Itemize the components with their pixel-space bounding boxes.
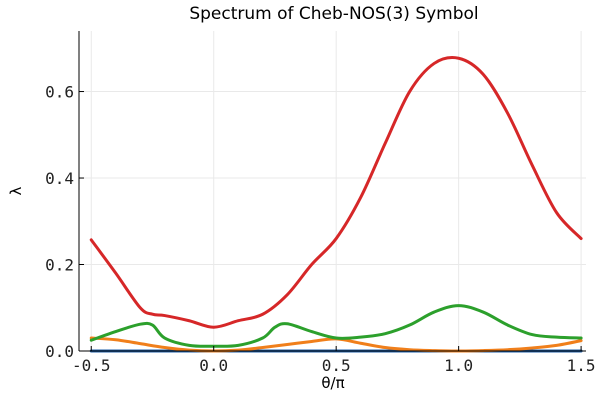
chart-title: Spectrum of Cheb-NOS(3) Symbol bbox=[189, 4, 478, 24]
y-tick-label: 0.6 bbox=[45, 83, 74, 102]
x-axis-label: θ/π bbox=[321, 374, 344, 392]
x-tick-label: 1.5 bbox=[567, 356, 596, 375]
series-line-4 bbox=[89, 56, 583, 329]
y-tick-label: 0.4 bbox=[45, 169, 74, 188]
x-tick-label: 1.0 bbox=[444, 356, 473, 375]
y-tick-label: 0.2 bbox=[45, 256, 74, 275]
axes bbox=[78, 31, 586, 352]
tick-labels: -0.5 0.0 0.5 1.0 1.50.00.20.40.6 bbox=[45, 83, 595, 375]
x-tick-label: 0.0 bbox=[199, 356, 228, 375]
y-tick-label: 0.0 bbox=[45, 342, 74, 361]
grid-lines bbox=[79, 31, 586, 352]
x-tick-label: -0.5 bbox=[72, 356, 111, 375]
y-axis-label: λ bbox=[7, 186, 25, 195]
x-tick-label: 0.5 bbox=[322, 356, 351, 375]
series-line-3 bbox=[89, 304, 583, 348]
